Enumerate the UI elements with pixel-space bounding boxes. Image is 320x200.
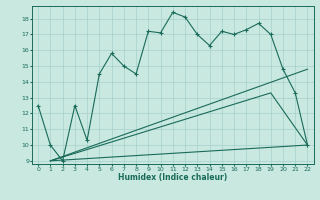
X-axis label: Humidex (Indice chaleur): Humidex (Indice chaleur) xyxy=(118,173,228,182)
